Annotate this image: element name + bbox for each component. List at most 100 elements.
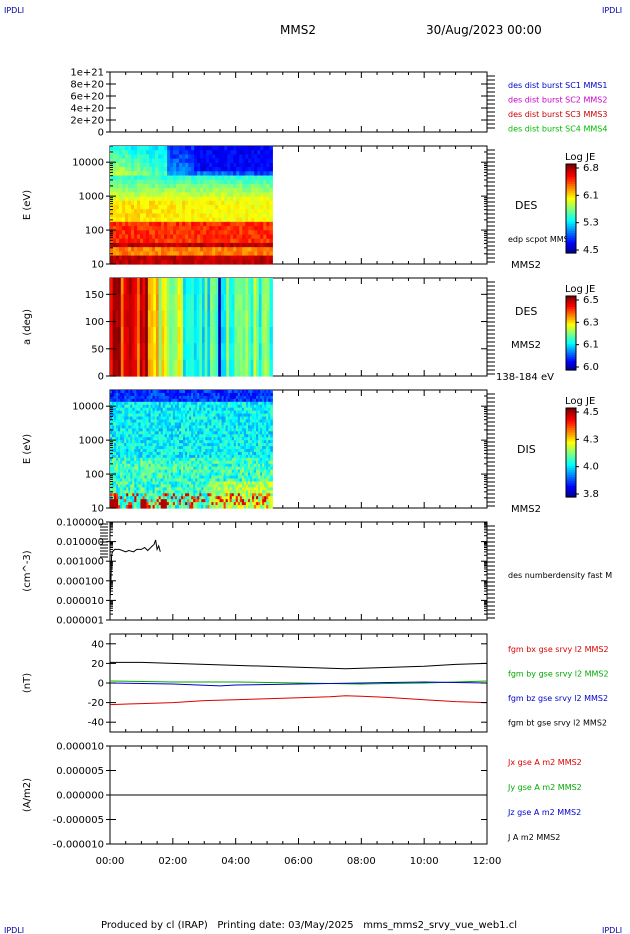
des-energy-cell bbox=[158, 158, 162, 164]
dis-energy-cell bbox=[209, 499, 213, 503]
dis-energy-cell bbox=[156, 449, 160, 453]
dis-energy-cell bbox=[168, 410, 172, 415]
dis-energy-cell bbox=[118, 451, 121, 456]
dis-energy-cell bbox=[112, 443, 115, 447]
dis-energy-cell bbox=[176, 463, 180, 468]
dis-energy-cell bbox=[154, 451, 158, 456]
des-energy-cell bbox=[188, 205, 192, 210]
des-energy-cell bbox=[128, 209, 132, 215]
dis-energy-cell bbox=[245, 484, 249, 488]
des-energy-cell bbox=[161, 146, 165, 151]
dis-energy-cell bbox=[166, 481, 170, 485]
dis-energy-cell bbox=[114, 499, 117, 503]
dis-energy-cell bbox=[209, 469, 213, 474]
des-energy-cell bbox=[233, 150, 237, 156]
des-energy-cell bbox=[224, 179, 228, 185]
dis-energy-cell bbox=[225, 449, 229, 453]
dis-energy-cell bbox=[201, 454, 204, 459]
dis-energy-cell bbox=[235, 481, 239, 485]
dis-energy-cell bbox=[124, 446, 127, 450]
dis-energy-cell bbox=[140, 434, 144, 438]
dis-energy-cell bbox=[162, 496, 166, 500]
des-energy-cell bbox=[155, 192, 159, 198]
dis-energy-cell bbox=[158, 422, 162, 426]
des-energy-cell bbox=[209, 205, 213, 210]
dis-energy-cell bbox=[148, 475, 152, 480]
dis-energy-cell bbox=[221, 466, 225, 471]
dis-energy-cell bbox=[146, 463, 150, 468]
dis-energy-cell bbox=[187, 446, 190, 450]
dis-energy-cell bbox=[245, 431, 249, 435]
dis-energy-cell bbox=[193, 460, 196, 465]
dis-energy-cell bbox=[122, 392, 125, 397]
des-energy-cell bbox=[113, 221, 117, 227]
des-energy-cell bbox=[257, 213, 261, 219]
des-energy-cell bbox=[242, 221, 246, 227]
dis-energy-cell bbox=[217, 475, 221, 480]
des-energy-cell bbox=[269, 213, 273, 219]
dis-energy-cell bbox=[247, 428, 251, 432]
dis-energy-cell bbox=[122, 422, 125, 426]
des-energy-cell bbox=[161, 158, 165, 164]
dis-energy-cell bbox=[176, 460, 180, 465]
des-energy-cell bbox=[119, 183, 123, 189]
dis-energy-cell bbox=[187, 460, 190, 465]
des-energy-cell bbox=[125, 259, 129, 265]
des-energy-cell bbox=[260, 247, 264, 252]
dis-energy-cell bbox=[152, 404, 156, 409]
des-energy-cell bbox=[230, 221, 234, 227]
des-energy-cell bbox=[212, 154, 216, 160]
des-energy-cell bbox=[260, 171, 264, 177]
dis-energy-cell bbox=[124, 392, 127, 397]
des-energy-cell bbox=[110, 255, 114, 261]
des-energy-cell bbox=[200, 242, 204, 248]
des-pitch-cell bbox=[256, 359, 260, 377]
dis-energy-cell bbox=[178, 463, 182, 468]
dis-energy-cell bbox=[172, 413, 176, 418]
dis-energy-cell bbox=[152, 449, 156, 453]
dis-energy-cell bbox=[191, 398, 194, 403]
dis-energy-cell bbox=[213, 466, 217, 471]
des-energy-cell bbox=[173, 200, 177, 206]
dis-energy-cell bbox=[174, 413, 178, 418]
dis-energy-cell bbox=[158, 425, 162, 429]
des-energy-cell bbox=[140, 213, 144, 219]
dis-energy-cell bbox=[110, 437, 113, 441]
des-energy-cell bbox=[113, 213, 117, 219]
des-energy-cell bbox=[134, 247, 138, 252]
des-energy-cell bbox=[242, 213, 246, 219]
dis-energy-cell bbox=[128, 425, 131, 429]
des-energy-cell bbox=[188, 154, 192, 160]
des-energy-cell bbox=[239, 221, 243, 227]
des-energy-cell bbox=[119, 171, 123, 177]
dis-energy-cell bbox=[217, 451, 221, 456]
des-pitch-cell bbox=[247, 327, 252, 344]
dis-energy-cell bbox=[185, 496, 188, 500]
des-energy-cell bbox=[161, 200, 165, 206]
dis-energy-cell bbox=[191, 463, 194, 468]
dis-energy-cell bbox=[140, 481, 144, 485]
des-energy-cell bbox=[242, 167, 246, 172]
des-energy-cell bbox=[194, 167, 198, 172]
dis-energy-cell bbox=[229, 457, 233, 462]
dis-energy-cell bbox=[225, 413, 229, 418]
dis-energy-cell bbox=[122, 437, 125, 441]
dis-energy-cell bbox=[231, 422, 235, 426]
des-energy-cell bbox=[251, 162, 255, 168]
dis-energy-cell bbox=[211, 404, 215, 409]
des-pitch-cell bbox=[264, 310, 268, 328]
des-energy-cell bbox=[242, 188, 246, 193]
des-energy-cell bbox=[203, 238, 207, 244]
des-energy-cell bbox=[167, 255, 171, 261]
dis-energy-cell bbox=[136, 499, 140, 503]
des-energy-cell bbox=[128, 183, 132, 189]
dis-energy-cell bbox=[174, 401, 178, 406]
des-energy-cell bbox=[242, 154, 246, 160]
dis-energy-cell bbox=[221, 395, 225, 400]
des-energy-cell bbox=[125, 238, 129, 244]
dis-energy-cell bbox=[235, 463, 239, 468]
dis-energy-cell bbox=[138, 434, 142, 438]
dis-energy-cell bbox=[239, 490, 243, 494]
dis-energy-cell bbox=[197, 505, 200, 509]
des-energy-cell bbox=[209, 255, 213, 261]
